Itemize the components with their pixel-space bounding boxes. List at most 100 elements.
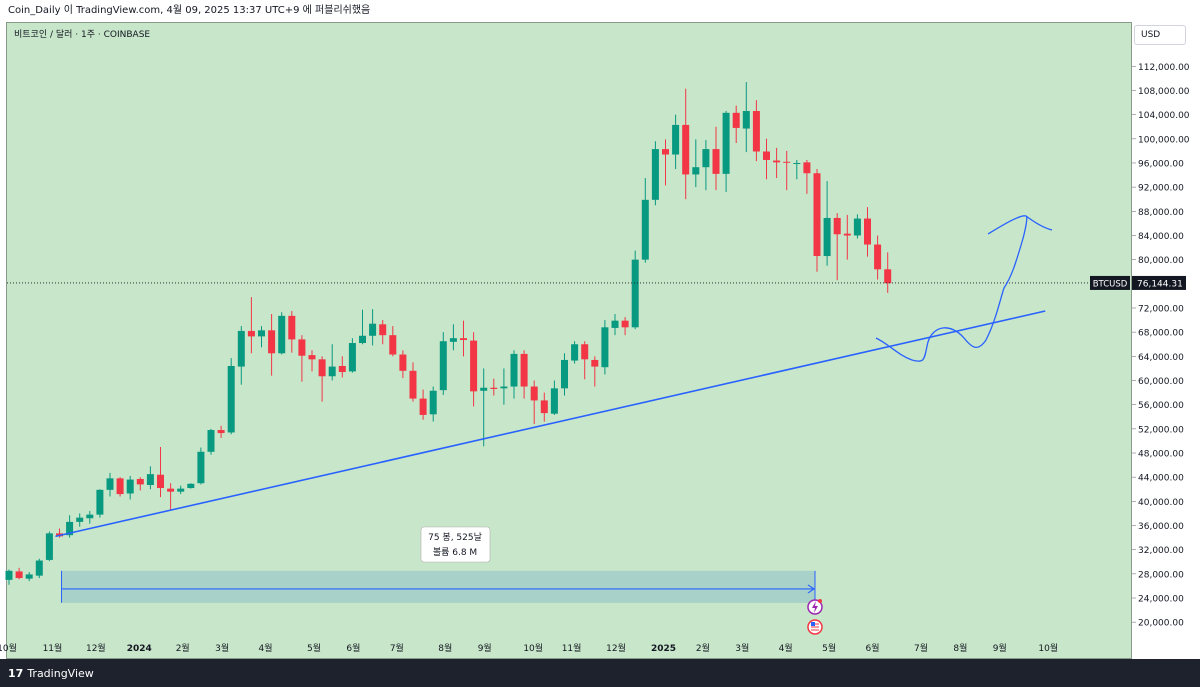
candle-body	[136, 478, 144, 485]
price-scale-panel[interactable]	[1132, 22, 1200, 659]
candle-body	[520, 353, 528, 387]
publish-info: Coin_Daily 이 TradingView.com, 4월 09, 202…	[0, 0, 1200, 22]
x-tick-label: 6월	[346, 642, 360, 654]
chart-area[interactable]	[6, 22, 1132, 659]
x-tick-label: 4월	[259, 642, 273, 654]
candle-body	[793, 162, 801, 164]
candle-body	[268, 330, 276, 354]
candle-body	[773, 160, 781, 163]
x-tick-label: 12월	[606, 642, 626, 654]
candle-body	[66, 521, 74, 536]
notification-dot-icon	[817, 599, 822, 603]
flag-canton	[810, 622, 815, 626]
candle-body	[409, 370, 417, 399]
candle-body	[490, 387, 498, 389]
candle-body	[631, 259, 639, 328]
footer-bar: 17 TradingView	[0, 659, 1200, 687]
candle-body	[258, 330, 265, 337]
candle-body	[702, 149, 710, 168]
candle-body	[207, 430, 215, 452]
symbol-info[interactable]: 비트코인 / 달러 · 1주 · COINBASE	[14, 30, 151, 40]
candle-body	[884, 269, 892, 284]
candle-body	[621, 320, 629, 328]
candle-body	[247, 330, 255, 337]
currency-button[interactable]: USD	[1134, 25, 1186, 45]
x-tick-label: 9월	[993, 642, 1007, 654]
candle-body	[389, 335, 397, 355]
candle-body	[167, 488, 175, 492]
candle-body	[106, 478, 114, 490]
candle-body	[672, 124, 680, 155]
candle-body	[601, 327, 609, 368]
candle-body	[399, 354, 407, 371]
symbol-tag-label: BTCUSD	[1093, 279, 1128, 289]
y-tick-label: 36,000.00	[1138, 522, 1184, 532]
measure-label-box	[420, 526, 491, 563]
y-tick-label: 40,000.00	[1138, 498, 1184, 508]
candle-body	[500, 386, 508, 389]
candle-body	[439, 341, 447, 391]
x-tick-label: 5월	[822, 642, 836, 654]
candle-body	[35, 560, 43, 576]
candle-body	[449, 338, 457, 342]
last-price-label: 76,144.31	[1137, 279, 1183, 289]
candle-body	[712, 149, 720, 174]
candle-body	[783, 161, 791, 163]
x-tick-label: 10월	[1038, 642, 1058, 654]
x-tick-label: 2월	[696, 642, 710, 654]
x-tick-label: 5월	[307, 642, 321, 654]
candle-body	[874, 244, 882, 270]
x-tick-label: 9월	[478, 642, 492, 654]
candle-body	[460, 338, 467, 341]
candle-body	[227, 365, 235, 433]
candle-body	[187, 483, 195, 489]
x-tick-label: 10월	[0, 642, 17, 654]
candle-body	[641, 199, 649, 260]
candle-body	[217, 430, 225, 434]
candle-body	[338, 365, 346, 373]
candle-body	[76, 517, 84, 522]
candle-body	[571, 344, 579, 361]
tradingview-logo: 17 TradingView	[8, 667, 94, 680]
y-tick-label: 44,000.00	[1138, 474, 1184, 484]
y-tick-label: 60,000.00	[1138, 377, 1184, 387]
candle-body	[692, 167, 700, 175]
x-tick-label: 12월	[86, 642, 106, 654]
candle-body	[429, 390, 437, 415]
candle-body	[763, 151, 770, 160]
candle-body	[591, 359, 599, 367]
projection-drawing	[875, 215, 1053, 362]
y-tick-label: 80,000.00	[1138, 256, 1184, 266]
candle-body	[550, 388, 558, 414]
tradingview-logo-icon: 17	[8, 667, 24, 680]
candle-body	[823, 217, 831, 257]
x-tick-label: 8월	[953, 642, 967, 654]
x-tick-label: 3월	[215, 642, 229, 654]
x-tick-label: 11월	[562, 642, 582, 654]
candle-body	[5, 570, 13, 580]
candle-body	[369, 323, 377, 336]
y-tick-label: 72,000.00	[1138, 304, 1184, 314]
candle-body	[611, 320, 619, 328]
x-tick-label: 3월	[735, 642, 749, 654]
x-tick-label: 7월	[914, 642, 928, 654]
y-tick-label: 92,000.00	[1138, 184, 1184, 194]
y-tick-label: 108,000.00	[1138, 87, 1190, 97]
candle-body	[86, 514, 94, 519]
y-tick-label: 104,000.00	[1138, 111, 1190, 121]
candle-body	[561, 359, 568, 389]
candle-body	[45, 533, 53, 560]
trendline	[55, 310, 1046, 538]
candle-body	[419, 398, 427, 415]
candle-body	[581, 344, 589, 360]
candle-body	[308, 355, 316, 360]
y-tick-label: 24,000.00	[1138, 595, 1184, 605]
candle-body	[126, 479, 134, 494]
y-tick-label: 56,000.00	[1138, 401, 1184, 411]
x-tick-label: 2월	[176, 642, 190, 654]
candle-body	[510, 353, 518, 387]
candle-body	[470, 340, 478, 392]
candle-body	[732, 112, 740, 128]
x-tick-label: 8월	[438, 642, 452, 654]
